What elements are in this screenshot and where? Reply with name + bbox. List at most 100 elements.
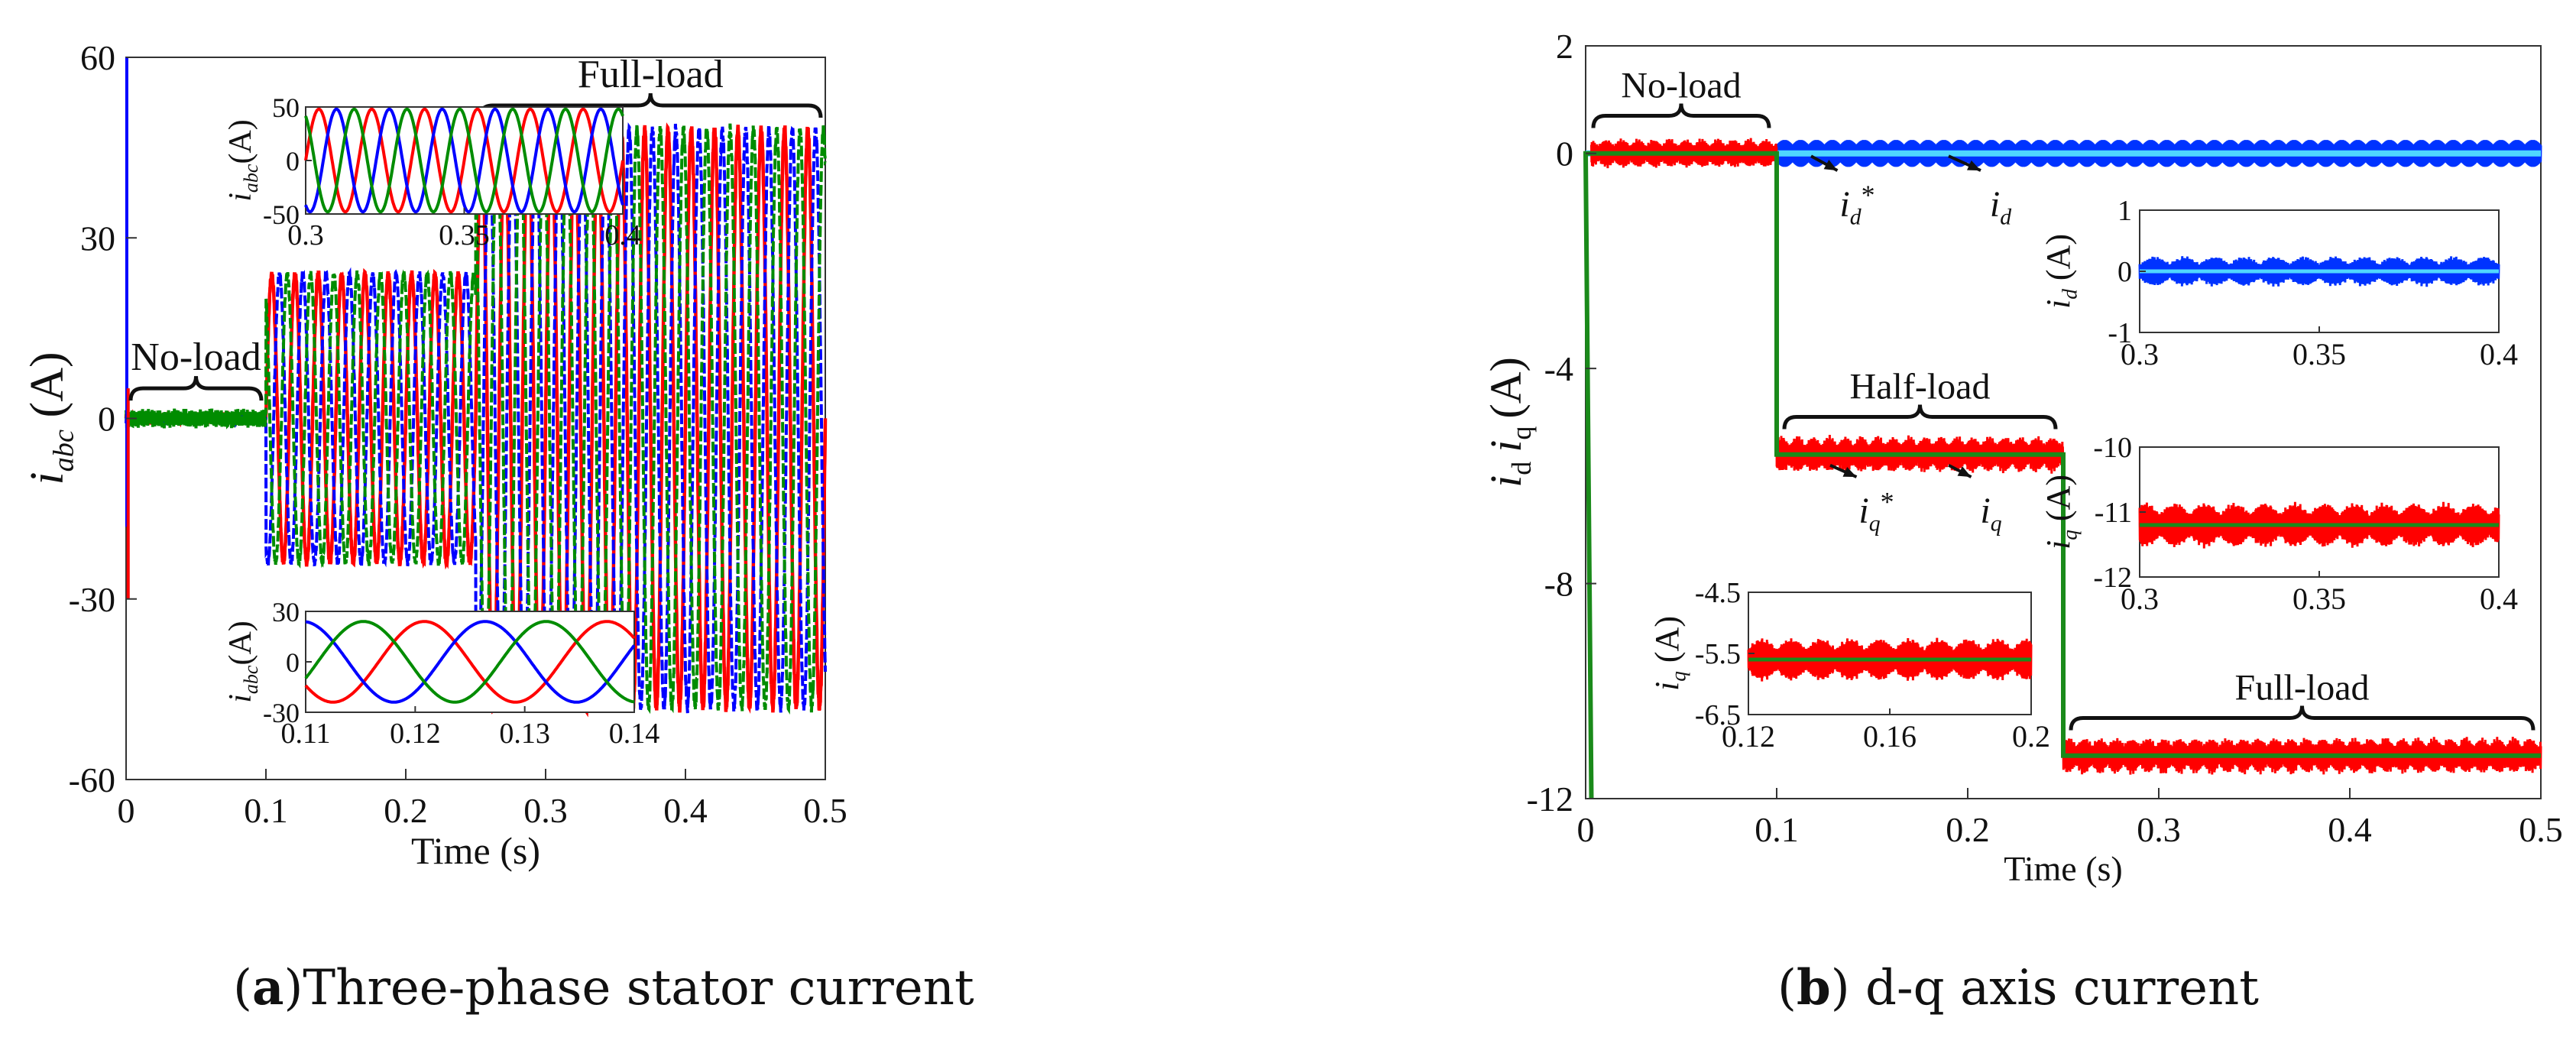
chart-b-pointer-label-0-sup: * — [1862, 180, 1875, 210]
inset-ytick-label: -10 — [2093, 432, 2132, 464]
chart-b-pointer-arrow-1-head — [1967, 160, 1981, 171]
chart-b-pointer-arrow-0-head — [1823, 159, 1838, 171]
chart-b-pointer-label-0-main: i — [1839, 184, 1849, 225]
inset-series-ib — [304, 107, 624, 214]
inset-ytick-label: -50 — [263, 199, 300, 230]
caption-b-letter: b — [1796, 959, 1831, 1016]
chart-b-pointer-label-1-main: i — [1990, 184, 2000, 225]
chart-b-ylabel: idiq(A) — [1481, 357, 1537, 488]
inset-ylabel: iabc(A) — [223, 119, 262, 202]
inset-ylabel-main: i — [223, 694, 258, 703]
inset-series-ic — [304, 620, 635, 704]
chart-b-pointer-label-0-sub: d — [1850, 205, 1862, 230]
chart-b-series-id — [1775, 140, 2542, 167]
chart-a-ylabel: iabc (A) — [21, 352, 80, 485]
chart-b-pointer-label-3-sub: q — [1991, 511, 2002, 536]
chart-a-annotation-label: Full-load — [578, 53, 724, 96]
inset-ytick-label: 0 — [2118, 256, 2132, 288]
caption-a-letter: a — [251, 959, 284, 1016]
chart-b-pointer-label-2: iq* — [1858, 486, 1894, 536]
chart-b-ytick-label: -4 — [1544, 349, 1573, 388]
ylabel-i2: i — [1481, 440, 1531, 452]
chart-a-xlabel: Time (s) — [411, 829, 540, 872]
chart-b-pointer-label-2-sub: q — [1869, 511, 1881, 536]
chart-a-xtick-label: 0 — [118, 791, 135, 830]
chart-b-pointer-label-1-sub: d — [2000, 205, 2011, 230]
inset-xtick-label: 0.35 — [2292, 582, 2346, 616]
chart-a-ytick-label: -30 — [69, 580, 115, 619]
inset-ylabel: iq (A) — [1648, 616, 1690, 691]
inset-ylabel: id (A) — [2040, 234, 2082, 309]
inset-ytick-label: -12 — [2093, 562, 2132, 594]
chart-b-ytick-label: 0 — [1556, 135, 1573, 173]
chart-a-ylabel-main: i — [21, 472, 73, 485]
inset-ylabel-sub: abc — [240, 164, 262, 193]
inset-ytick-label: 30 — [272, 597, 300, 627]
chart-b-xtick-label: 0.4 — [2328, 810, 2372, 849]
chart-b-ytick-label: -8 — [1544, 565, 1573, 604]
inset-trace — [2138, 256, 2500, 287]
inset-xtick-label: 0.14 — [609, 718, 660, 750]
inset-ylabel-sub: q — [1667, 671, 1690, 682]
inset-trace — [2138, 501, 2500, 549]
inset-ylabel-sub: q — [2059, 530, 2082, 540]
inset-ytick-label: 50 — [272, 92, 300, 123]
chart-b-xtick-label: 0.2 — [1946, 810, 1990, 849]
chart-a-xtick-label: 0.3 — [523, 791, 568, 830]
inset-xtick-label: 0.11 — [280, 718, 330, 750]
caption-a-text: Three-phase stator current — [303, 960, 974, 1016]
ylabel-unit: (A) — [1481, 357, 1531, 419]
inset-series-ic — [304, 107, 624, 214]
chart-b-ytick-label: 2 — [1556, 27, 1573, 66]
chart-b-pointer-label-0: id* — [1839, 180, 1874, 229]
inset-ytick-label: -4.5 — [1695, 577, 1741, 609]
caption-a: (a)Three-phase stator current — [233, 959, 974, 1016]
chart-b-xtick-label: 0.1 — [1755, 810, 1799, 849]
inset-ytick-label: -1 — [2108, 317, 2132, 349]
inset-ylabel-suffix: (A) — [1648, 616, 1686, 671]
inset-ytick-label: 0 — [286, 146, 300, 177]
chart-a-brace-0 — [128, 375, 264, 401]
caption-b: (b) d-q axis current — [1777, 959, 2259, 1016]
inset-ylabel: iq (A) — [2040, 475, 2082, 549]
inset-xtick-label: 0.4 — [2480, 582, 2518, 616]
chart-b-pointer-label-2-sup: * — [1881, 486, 1894, 517]
chart-b-xlabel: Time (s) — [2004, 849, 2123, 888]
chart-a: 0 0.1 0.2 0.3 0.4 0.5 60 30 0 -30 -60 Time (s) iabc … — [21, 38, 847, 872]
ylabel-sub1: d — [1506, 462, 1537, 475]
chart-a-ytick-label: 0 — [98, 400, 115, 439]
inset-xtick-label: 0.4 — [2480, 337, 2518, 371]
inset-xtick-label: 0.3 — [287, 219, 324, 251]
inset-ytick-label: 0 — [286, 647, 300, 678]
chart-a-xtick-label: 0.5 — [803, 791, 847, 830]
chart-b-pointer-arrow-3-head — [1957, 466, 1972, 478]
inset-ylabel-main: i — [1648, 682, 1686, 691]
inset-ylabel-main: i — [223, 193, 258, 202]
ylabel-sub2: q — [1506, 426, 1537, 440]
chart-b-pointer-label-1: id — [1990, 184, 2011, 230]
inset-xtick-label: 0.13 — [499, 718, 550, 750]
chart-a-xtick-label: 0.1 — [244, 791, 288, 830]
inset-xtick-label: 0.2 — [2012, 719, 2050, 754]
inset-ylabel-suffix: (A) — [2040, 475, 2077, 530]
inset-ylabel: iabc(A) — [223, 621, 262, 703]
chart-b-inset-b2: 0.3 0.35 0.4 -10 -11 -12 iq (A) — [2040, 432, 2518, 616]
chart-b-ytick-label: -12 — [1527, 780, 1573, 818]
inset-series-ia — [304, 620, 636, 704]
inset-ylabel-main: i — [2040, 540, 2077, 549]
chart-b-inset-b1: 0.3 0.35 0.4 1 0 -1 id (A) — [2040, 195, 2518, 371]
chart-b-series-iq — [1590, 138, 2542, 775]
inset-xtick-label: 0.4 — [604, 219, 641, 251]
inset-xtick-label: 0.35 — [439, 219, 490, 251]
ylabel-i1: i — [1481, 475, 1531, 488]
chart-a-annotation-label: No-load — [131, 335, 261, 379]
chart-a-ytick-label: -60 — [69, 760, 115, 799]
inset-ytick-label: -30 — [263, 698, 300, 728]
chart-b-xtick-label: 0 — [1577, 810, 1595, 849]
inset-xtick-label: 0.3 — [2121, 582, 2159, 616]
chart-a-xtick-label: 0.4 — [663, 791, 708, 830]
